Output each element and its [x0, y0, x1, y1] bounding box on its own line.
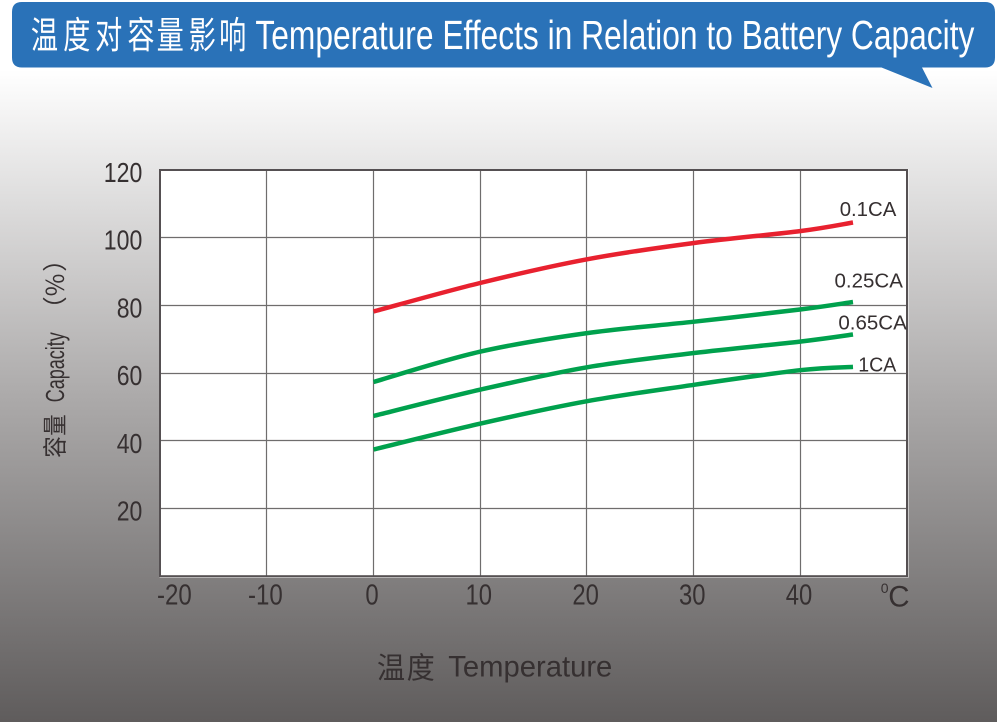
svg-text:30: 30	[679, 579, 706, 611]
svg-text:Temperature Effects in Relatio: Temperature Effects in Relation to Batte…	[255, 12, 974, 58]
svg-text:Capacity: Capacity	[40, 332, 70, 402]
svg-text:20: 20	[117, 496, 143, 527]
svg-text:1CA: 1CA	[858, 354, 896, 377]
svg-text:C: C	[888, 581, 909, 614]
svg-text:0: 0	[365, 579, 378, 611]
svg-text:-10: -10	[248, 579, 283, 611]
svg-text:40: 40	[117, 428, 143, 459]
svg-text:-20: -20	[157, 579, 192, 611]
svg-text:80: 80	[117, 292, 143, 323]
svg-text:20: 20	[572, 579, 599, 611]
svg-text:60: 60	[117, 360, 143, 391]
svg-text:120: 120	[104, 157, 143, 188]
svg-text:0.25CA: 0.25CA	[835, 269, 904, 292]
svg-text:0.1CA: 0.1CA	[840, 198, 897, 221]
svg-text:40: 40	[786, 579, 813, 611]
svg-text:100: 100	[104, 225, 143, 256]
svg-text:0.65CA: 0.65CA	[838, 312, 907, 335]
svg-text:Temperature: Temperature	[448, 651, 612, 684]
svg-text:10: 10	[466, 579, 493, 611]
svg-text:0: 0	[881, 580, 889, 596]
